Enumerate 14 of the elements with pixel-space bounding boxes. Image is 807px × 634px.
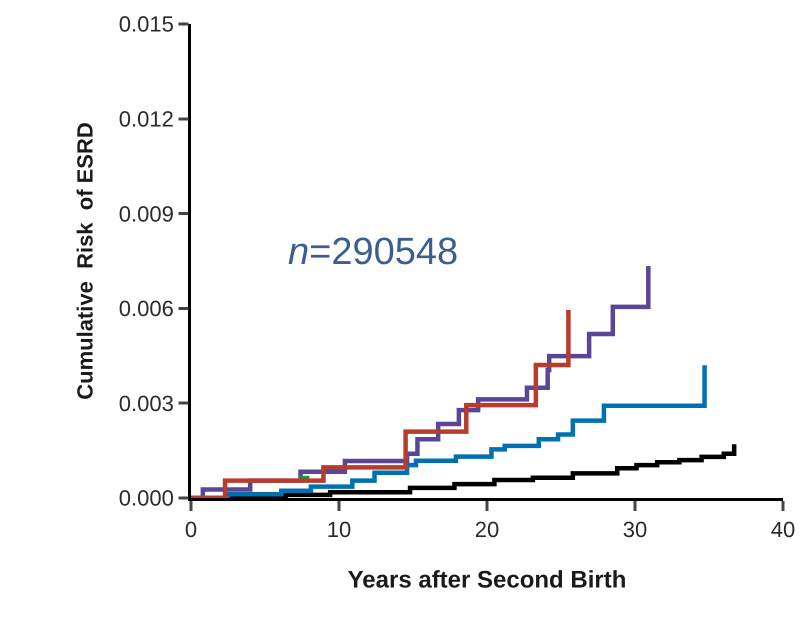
x-tick-label: 0 [184, 517, 198, 542]
x-tick-label: 10 [326, 517, 352, 542]
annotation: n=290548 [288, 231, 458, 273]
y-tick-label: 0.012 [118, 106, 174, 132]
y-tick-label: 0.003 [118, 390, 174, 416]
x-tick-label: 20 [474, 517, 500, 542]
x-tick-label: 40 [770, 517, 796, 542]
y-tick-label: 0.015 [118, 12, 174, 37]
y-axis-title: Cumulative Risk of ESRD [72, 122, 98, 400]
y-tick-label: 0.006 [118, 296, 174, 322]
x-tick-label: 30 [622, 517, 648, 542]
x-axis-title: Years after Second Birth [348, 566, 626, 594]
y-tick-label: 0.009 [118, 201, 174, 226]
y-tick-label: 0.000 [118, 486, 174, 511]
